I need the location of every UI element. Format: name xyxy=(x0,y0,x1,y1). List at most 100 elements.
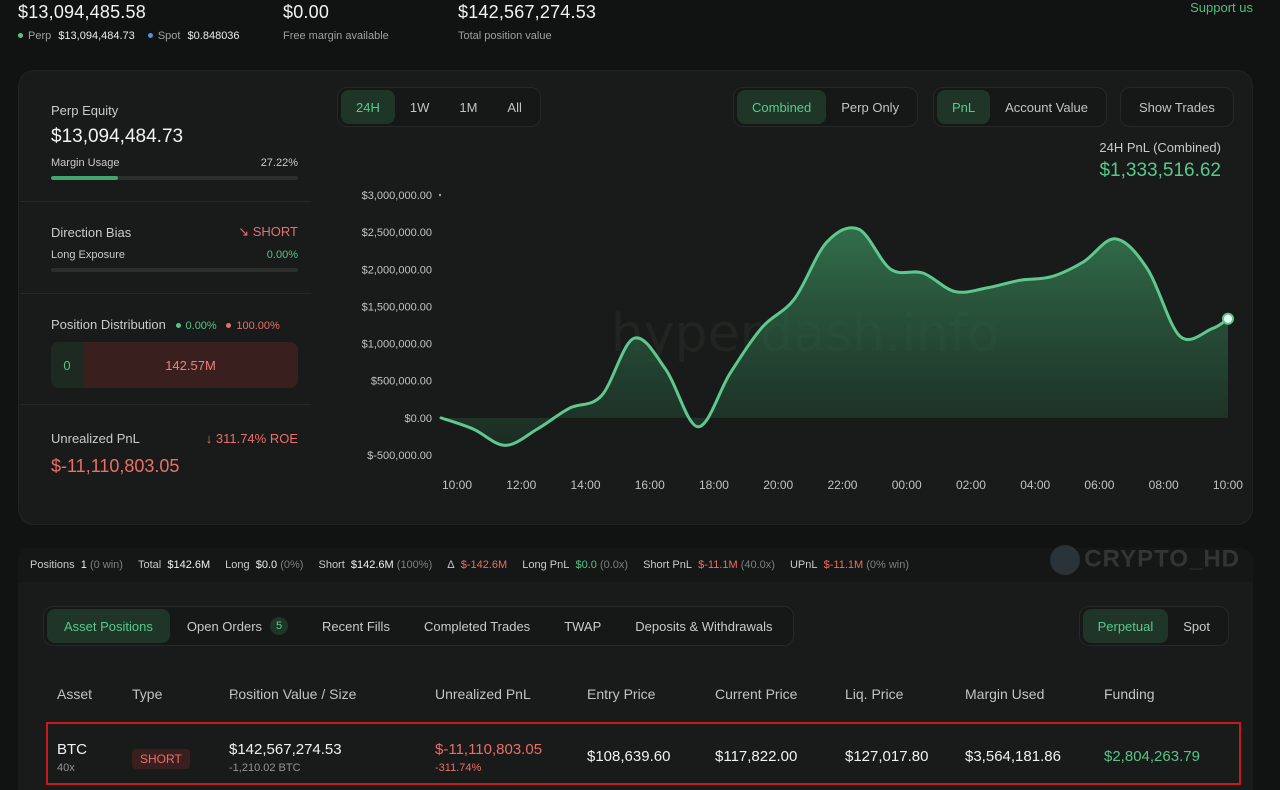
total-equity-value: $13,094,485.58 xyxy=(18,2,146,22)
pnl-chart: hyperdash.info$-500,000.00$0.00$500,000.… xyxy=(362,190,1244,492)
short-badge: SHORT xyxy=(132,749,190,769)
account-stats: Perp Equity $13,094,484.73 Margin Usage … xyxy=(19,71,329,526)
asset-cell: BTC 40x xyxy=(57,741,87,774)
sort-down-icon: ↓ xyxy=(229,686,240,702)
funding-cell: $2,804,263.79 xyxy=(1104,748,1200,765)
pnl-area xyxy=(441,227,1228,446)
tab-open-orders[interactable]: Open Orders 5 xyxy=(170,609,305,643)
y-tick-label: $1,500,000.00 xyxy=(362,301,432,313)
pnl-line xyxy=(439,226,1230,447)
pnl-header: 24H PnL (Combined) $1,333,516.62 xyxy=(1099,140,1221,182)
market-perpetual[interactable]: Perpetual xyxy=(1082,609,1169,643)
table-header: Asset Type Position Value / Size ↓ Unrea… xyxy=(57,686,1155,702)
brand-watermark: CRYPTO_HD xyxy=(1050,545,1240,575)
divider xyxy=(19,201,311,202)
col-entry-price[interactable]: Entry Price xyxy=(587,686,656,702)
range-1w[interactable]: 1W xyxy=(409,99,430,115)
show-trades-button[interactable]: Show Trades xyxy=(1139,99,1215,115)
col-liq-price[interactable]: Liq. Price xyxy=(845,686,904,702)
col-unrealized-pnl[interactable]: Unrealized PnL xyxy=(435,686,531,702)
mode-combined[interactable]: Combined xyxy=(737,90,827,124)
metric-pnl[interactable]: PnL xyxy=(937,90,991,124)
x-tick-label: 08:00 xyxy=(1149,478,1179,492)
divider xyxy=(19,293,311,294)
position-distribution-block: Position Distribution 0.00% 100.00% 0 14… xyxy=(51,317,298,388)
metric-account-value[interactable]: Account Value xyxy=(1005,99,1089,115)
distribution-short: 142.57M xyxy=(83,342,298,388)
x-tick-label: 20:00 xyxy=(763,478,793,492)
mode-perp-only[interactable]: Perp Only xyxy=(841,99,900,115)
range-1m[interactable]: 1M xyxy=(459,99,478,115)
range-all[interactable]: All xyxy=(507,99,522,115)
col-type[interactable]: Type xyxy=(132,686,163,702)
positions-tabs: Asset Positions Open Orders 5 Recent Fill… xyxy=(43,606,794,646)
y-tick-label: $2,500,000.00 xyxy=(362,227,432,239)
range-24h[interactable]: 24H xyxy=(341,90,395,124)
telegram-icon xyxy=(1050,545,1081,575)
perp-equity-block: Perp Equity $13,094,484.73 Margin Usage … xyxy=(51,103,298,180)
x-tick-label: 16:00 xyxy=(635,478,665,492)
divider xyxy=(19,404,311,405)
account-summary: $13,094,485.58 Perp $13,094,484.73 Spot … xyxy=(0,0,1280,60)
liq-price-cell: $127,017.80 xyxy=(845,748,929,765)
x-tick-label: 22:00 xyxy=(827,478,857,492)
support-us-link[interactable]: Support us xyxy=(1190,0,1253,15)
entry-price-cell: $108,639.60 xyxy=(587,748,671,765)
tab-deposits-withdrawals[interactable]: Deposits & Withdrawals xyxy=(635,618,773,634)
mode-selector: Combined Perp Only xyxy=(733,87,919,127)
y-tick-label: $2,000,000.00 xyxy=(362,264,432,276)
market-selector: Perpetual Spot xyxy=(1078,606,1229,646)
x-tick-label: 18:00 xyxy=(699,478,729,492)
perp-value: $13,094,484.73 xyxy=(58,30,135,42)
margin-usage-bar xyxy=(51,176,298,180)
current-price-cell: $117,822.00 xyxy=(715,748,798,765)
y-axis-dot xyxy=(438,193,442,197)
margin-used-cell: $3,564,181.86 xyxy=(965,748,1061,765)
table-row[interactable]: BTC 40x SHORT $142,567,274.53 -1,210.02 … xyxy=(46,722,1241,785)
tab-completed-trades[interactable]: Completed Trades xyxy=(423,618,531,634)
metric-selector: PnL Account Value xyxy=(933,87,1108,127)
y-tick-label: $1,000,000.00 xyxy=(362,339,432,351)
positions-panel: Asset Positions Open Orders 5 Recent Fill… xyxy=(18,582,1253,790)
margin-usage-value: 27.22% xyxy=(260,157,298,169)
margin-usage-fill xyxy=(51,176,119,180)
spot-dot-icon xyxy=(147,33,153,39)
col-margin-used[interactable]: Margin Used xyxy=(965,686,1045,702)
tab-recent-fills[interactable]: Recent Fills xyxy=(322,618,390,634)
long-exposure-value: 0.00% xyxy=(266,249,298,261)
pnl-title: 24H PnL (Combined) xyxy=(1099,140,1221,155)
long-dot-icon xyxy=(175,322,181,328)
y-tick-label: $3,000,000.00 xyxy=(362,190,432,202)
show-trades-toggle[interactable]: Show Trades xyxy=(1120,87,1234,127)
unrealized-pnl-value: $-11,110,803.05 xyxy=(51,456,180,476)
free-margin: $0.00 Free margin available xyxy=(283,2,389,42)
unrealized-pnl-cell: $-11,110,803.05 -311.74% xyxy=(435,741,543,774)
perp-equity-value: $13,094,484.73 xyxy=(51,126,184,147)
distribution-long: 0 xyxy=(51,342,83,388)
col-current-price[interactable]: Current Price xyxy=(715,686,798,702)
y-tick-label: $0.00 xyxy=(404,413,432,425)
x-tick-label: 14:00 xyxy=(570,478,600,492)
position-value-cell: $142,567,274.53 -1,210.02 BTC xyxy=(229,741,342,774)
x-tick-label: 04:00 xyxy=(1020,478,1050,492)
x-tick-label: 00:00 xyxy=(892,478,922,492)
y-tick-label: $500,000.00 xyxy=(371,376,432,388)
col-funding[interactable]: Funding xyxy=(1104,686,1155,702)
long-exposure-bar xyxy=(51,268,298,272)
direction-bias-block: Direction Bias ↘ SHORT Long Exposure 0.0… xyxy=(51,224,298,272)
col-asset[interactable]: Asset xyxy=(57,686,93,702)
spot-value: $0.848036 xyxy=(187,30,240,42)
x-tick-label: 12:00 xyxy=(506,478,536,492)
tab-asset-positions[interactable]: Asset Positions xyxy=(47,609,170,643)
type-cell: SHORT xyxy=(132,749,190,769)
total-position-value: $142,567,274.53 Total position value xyxy=(458,2,597,42)
x-tick-label: 06:00 xyxy=(1084,478,1114,492)
unrealized-pnl-block: Unrealized PnL ↓ 311.74% ROE $-11,110,80… xyxy=(51,431,298,476)
arrow-down-icon: ↓ xyxy=(205,431,213,446)
x-tick-label: 10:00 xyxy=(442,478,472,492)
tab-twap[interactable]: TWAP xyxy=(564,618,602,634)
market-spot[interactable]: Spot xyxy=(1183,618,1210,634)
open-orders-count: 5 xyxy=(270,617,289,635)
direction-value: SHORT xyxy=(252,224,298,239)
total-equity: $13,094,485.58 Perp $13,094,484.73 Spot … xyxy=(18,2,240,42)
